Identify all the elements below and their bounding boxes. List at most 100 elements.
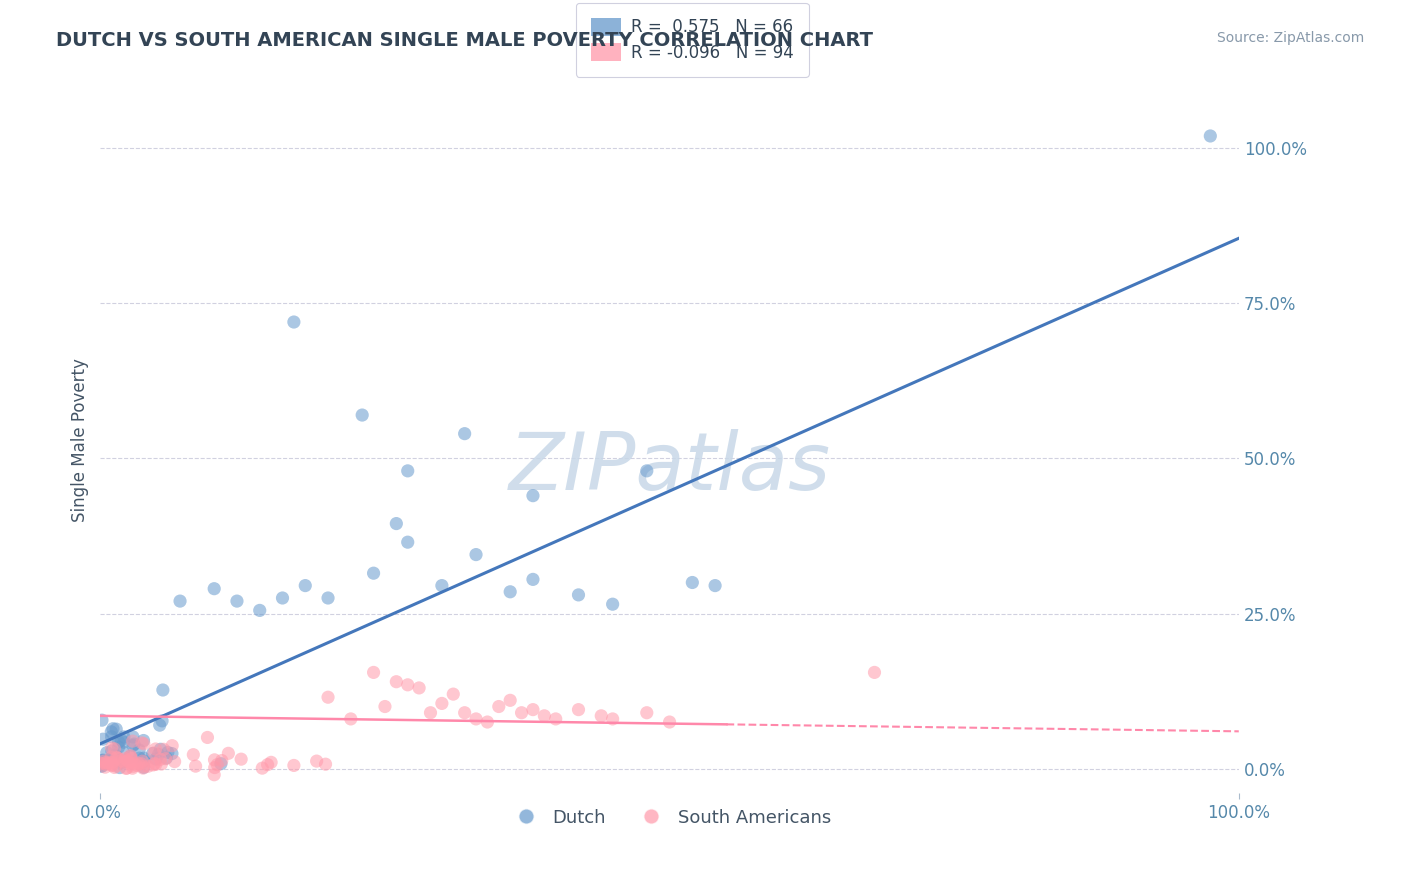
Point [101, 758, 124, 772]
Point [108, 761, 131, 775]
Point [315, 757, 337, 772]
Point [101, 722, 124, 736]
Point [155, 751, 177, 765]
Point [145, 742, 167, 756]
Point [120, 749, 142, 764]
Point [396, 464, 419, 478]
Point [131, 736, 153, 750]
Point [499, 584, 522, 599]
Point [132, 751, 155, 765]
Point [122, 759, 145, 773]
Point [122, 737, 145, 751]
Point [510, 706, 533, 720]
Point [465, 548, 488, 562]
Point [112, 735, 135, 749]
Point [155, 752, 177, 766]
Point [131, 754, 153, 768]
Point [101, 755, 124, 769]
Point [163, 755, 186, 769]
Point [149, 718, 172, 732]
Point [522, 489, 544, 503]
Point [115, 761, 138, 775]
Point [636, 706, 658, 720]
Point [396, 678, 419, 692]
Point [132, 760, 155, 774]
Point [91, 732, 114, 747]
Point [226, 594, 249, 608]
Point [100, 724, 122, 739]
Point [184, 759, 207, 773]
Text: Source: ZipAtlas.com: Source: ZipAtlas.com [1216, 31, 1364, 45]
Point [94, 756, 117, 770]
Point [122, 730, 145, 744]
Point [1199, 128, 1222, 143]
Point [567, 588, 589, 602]
Point [340, 712, 363, 726]
Point [107, 752, 129, 766]
Point [134, 754, 156, 768]
Point [142, 758, 165, 772]
Point [283, 315, 305, 329]
Point [160, 739, 183, 753]
Point [101, 757, 124, 772]
Point [544, 712, 567, 726]
Point [100, 730, 122, 744]
Point [602, 597, 624, 611]
Point [704, 578, 727, 592]
Point [103, 742, 125, 756]
Point [91, 753, 114, 767]
Point [96, 754, 118, 768]
Point [145, 757, 167, 772]
Point [453, 426, 475, 441]
Point [430, 578, 453, 592]
Point [91, 713, 114, 727]
Point [128, 743, 150, 757]
Text: ZIPatlas: ZIPatlas [509, 429, 831, 508]
Point [112, 730, 135, 744]
Point [202, 582, 225, 596]
Point [316, 690, 339, 705]
Point [121, 761, 143, 775]
Point [430, 697, 453, 711]
Point [522, 703, 544, 717]
Point [145, 752, 167, 766]
Point [453, 706, 475, 720]
Point [114, 752, 136, 766]
Point [152, 742, 174, 756]
Point [294, 578, 316, 592]
Point [91, 759, 114, 773]
Point [385, 516, 408, 531]
Point [256, 757, 278, 772]
Point [108, 753, 131, 767]
Point [217, 747, 239, 761]
Point [148, 747, 170, 762]
Point [636, 464, 658, 478]
Point [316, 591, 339, 605]
Point [127, 756, 149, 771]
Point [204, 753, 226, 767]
Point [93, 754, 115, 768]
Point [112, 745, 135, 759]
Point [477, 714, 499, 729]
Point [363, 665, 385, 680]
Point [121, 751, 143, 765]
Point [441, 687, 464, 701]
Point [150, 714, 173, 728]
Point [100, 756, 122, 770]
Point [305, 754, 328, 768]
Point [143, 756, 166, 771]
Point [231, 752, 253, 766]
Point [249, 603, 271, 617]
Y-axis label: Single Male Poverty: Single Male Poverty [72, 358, 89, 522]
Point [94, 760, 117, 774]
Point [115, 754, 138, 768]
Point [118, 756, 141, 770]
Point [105, 722, 128, 736]
Point [115, 761, 138, 775]
Point [499, 693, 522, 707]
Point [567, 703, 589, 717]
Point [96, 746, 118, 760]
Point [104, 747, 127, 762]
Point [160, 747, 183, 761]
Point [152, 683, 174, 698]
